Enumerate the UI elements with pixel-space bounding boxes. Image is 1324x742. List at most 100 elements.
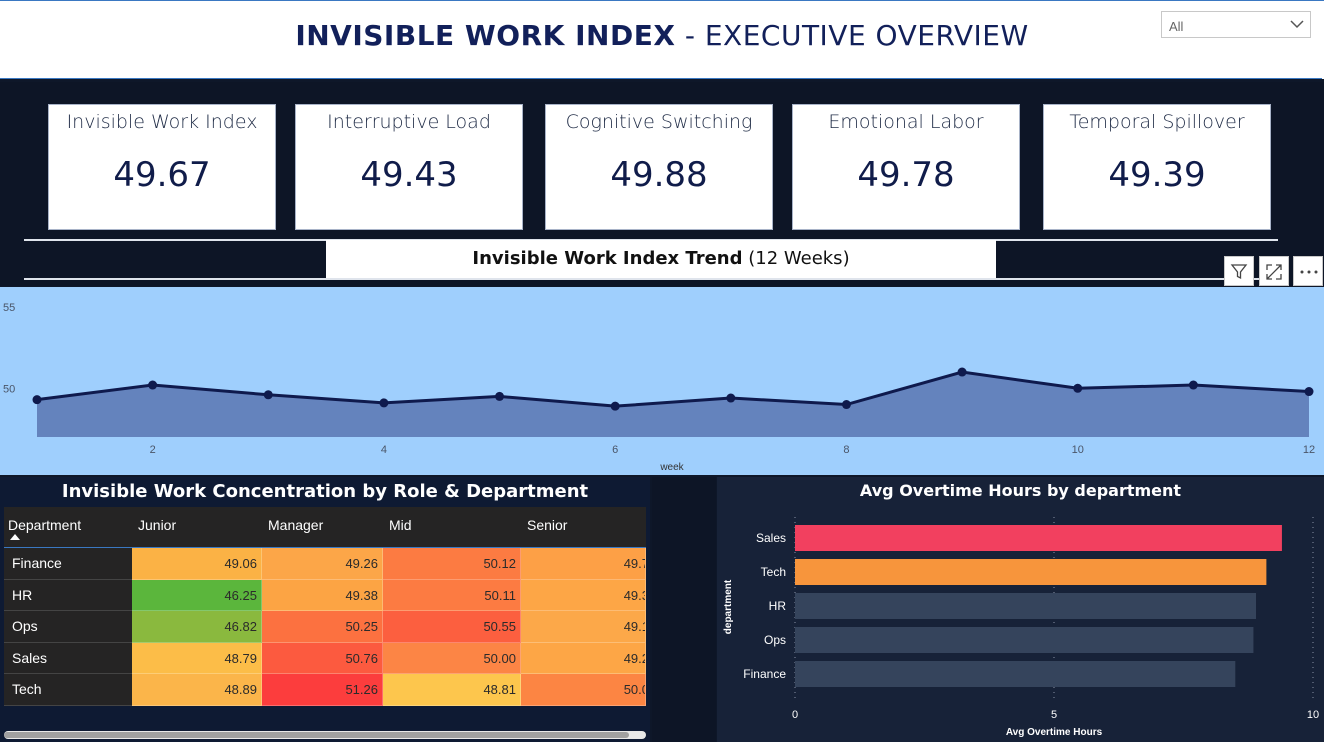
header-bar: INVISIBLE WORK INDEX - EXECUTIVE OVERVIE… [0,0,1324,79]
matrix-cell[interactable]: 49.1 [521,611,646,643]
matrix-cell[interactable]: 50.12 [383,548,521,580]
y-tick-label: 55 [3,302,15,314]
title-separator: - [675,19,705,52]
matrix-cell[interactable]: 48.81 [383,674,521,706]
title-rest: EXECUTIVE OVERVIEW [704,19,1029,52]
x-tick-label: 8 [843,444,849,456]
trend-chart-title: Invisible Work Index Trend (12 Weeks) [326,240,996,278]
trend-point[interactable] [32,395,42,405]
bar-hr[interactable] [795,593,1257,619]
matrix-cell[interactable]: 51.26 [262,674,383,706]
matrix-row-header[interactable]: Department [8,517,82,533]
matrix-cell[interactable]: 50.0 [521,674,646,706]
kpi-card-cognitive-switching: Cognitive Switching 49.88 [545,104,773,230]
x-tick-label: 10 [1307,709,1319,721]
focus-mode-button[interactable] [1259,256,1289,286]
matrix-cell[interactable]: 49.7 [521,548,646,580]
matrix-cell[interactable]: 50.76 [262,642,383,674]
header-divider [0,66,1322,79]
matrix-cell[interactable]: 46.25 [132,579,262,611]
matrix-cell[interactable]: 46.82 [132,611,262,643]
bar-sales[interactable] [795,525,1282,551]
x-axis-label: week [659,462,684,473]
matrix-cell[interactable]: 50.11 [383,579,521,611]
matrix-cell-value: 49.7 [623,556,645,571]
trend-line [36,370,1310,408]
title-bold: INVISIBLE WORK INDEX [295,19,676,52]
bar-chart-title: Avg Overtime Hours by department [859,481,1182,500]
filter-dropdown-value: All [1169,19,1184,34]
matrix-column-header[interactable]: Manager [268,517,324,533]
x-tick-label: 10 [1072,444,1084,456]
filter-dropdown[interactable]: All [1161,11,1311,38]
trend-point[interactable] [1304,387,1314,397]
trend-point[interactable] [495,391,505,401]
matrix-column-header[interactable]: Junior [138,517,177,533]
trend-title-rest: (12 Weeks) [742,248,850,269]
x-tick-label: 2 [150,444,156,456]
trend-point[interactable] [726,393,736,403]
divider-line [24,278,1278,280]
matrix-cell[interactable]: 49.26 [262,548,383,580]
trend-chart: 50 55 2 4 6 8 10 12 week [0,287,1324,475]
expand-icon [1266,264,1282,280]
x-tick-label: 6 [612,444,618,456]
filter-button[interactable] [1224,256,1254,286]
scrollbar-thumb[interactable] [4,732,629,738]
matrix-row-label: Finance [4,548,132,580]
trend-point[interactable] [148,380,158,390]
matrix-cell[interactable]: 50.00 [383,642,521,674]
x-axis-label: Avg Overtime Hours [1006,727,1103,738]
x-tick-label: 5 [1051,709,1057,721]
matrix-cell[interactable]: 49.3 [521,579,646,611]
matrix-cell-value: 49.3 [623,587,645,603]
x-tick-label: 0 [792,709,798,721]
kpi-value: 49.67 [113,155,211,195]
category-label: Ops [764,633,786,647]
kpi-label: Interruptive Load [327,111,491,133]
matrix-title: Invisible Work Concentration by Role & D… [61,481,589,502]
matrix-cell-value: 49.2 [623,650,645,666]
matrix-cell[interactable]: 48.89 [132,674,262,706]
matrix-cell[interactable]: 49.38 [262,579,383,611]
kpi-card-invisible-work-index: Invisible Work Index 49.67 [48,104,276,230]
chevron-down-icon [1290,20,1304,29]
matrix-cell[interactable]: 50.55 [383,611,521,643]
y-axis-label: department [723,579,734,634]
more-options-button[interactable] [1293,256,1323,286]
matrix-cell-value: 50.0 [623,682,645,697]
overtime-bar-chart: Avg Overtime Hours by department 0 5 10 Sal… [717,477,1324,742]
bar-finance[interactable] [795,661,1236,687]
kpi-label: Emotional Labor [828,111,984,133]
trend-chart-svg: 50 55 2 4 6 8 10 12 week [3,302,1315,473]
trend-point[interactable] [610,401,620,411]
kpi-label: Temporal Spillover [1069,111,1245,133]
kpi-value: 49.39 [1108,155,1206,195]
kpi-card-interruptive-load: Interruptive Load 49.43 [295,104,523,230]
matrix-column-header[interactable]: Mid [389,517,412,533]
matrix-row-label: Sales [4,642,132,674]
kpi-card-temporal-spillover: Temporal Spillover 49.39 [1043,104,1271,230]
matrix-scrollbar[interactable] [4,731,646,739]
matrix-cell[interactable]: 49.06 [132,548,262,580]
x-tick-label: 12 [1303,444,1315,456]
trend-point[interactable] [841,400,851,410]
trend-point[interactable] [957,367,967,377]
trend-point[interactable] [379,398,389,408]
bar-ops[interactable] [795,627,1254,653]
kpi-value: 49.88 [610,155,708,195]
matrix-cell[interactable]: 50.25 [262,611,383,643]
bar-chart-svg: 0 5 10 Sales Tech HR Ops Finance Avg Overtime Ho… [723,517,1319,738]
matrix-cell[interactable]: 48.79 [132,642,262,674]
trend-point[interactable] [263,390,273,400]
kpi-label: Invisible Work Index [66,111,258,133]
trend-point[interactable] [1073,383,1083,393]
bar-tech[interactable] [795,559,1267,585]
matrix-cell[interactable]: 49.2 [521,642,646,674]
matrix-row-label: HR [4,579,132,611]
trend-point[interactable] [1188,380,1198,390]
trend-title-bold: Invisible Work Index Trend [472,248,743,269]
category-label: Finance [743,667,786,681]
category-label: HR [769,599,787,613]
matrix-column-header[interactable]: Senior [527,517,568,533]
